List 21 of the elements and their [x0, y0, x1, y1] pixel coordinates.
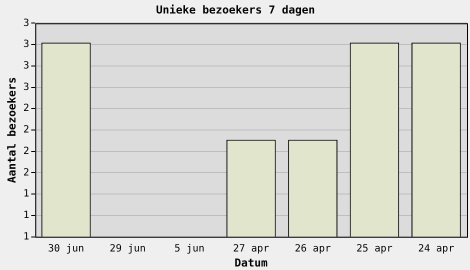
- y-tick-label: 2: [23, 103, 30, 114]
- x-tick-label: 26 apr: [294, 243, 331, 254]
- x-tick-label: 30 jun: [48, 243, 84, 254]
- x-tick-label: 25 apr: [356, 243, 393, 254]
- x-tick-label: 5 jun: [174, 243, 204, 254]
- y-tick-label: 1: [23, 231, 30, 242]
- x-tick-label: 27 apr: [233, 243, 270, 254]
- x-axis-title: Datum: [234, 256, 268, 270]
- y-tick-label: 3: [23, 18, 30, 29]
- y-tick-label: 2: [23, 124, 30, 136]
- y-tick-label: 1: [23, 210, 30, 222]
- y-tick-label: 3: [23, 60, 30, 72]
- y-tick-label: 1: [23, 188, 30, 200]
- chart-title: Unieke bezoekers 7 dagen: [156, 3, 315, 16]
- y-tick-label: 2: [23, 167, 30, 178]
- y-tick-label: 3: [23, 39, 30, 50]
- y-tick-label: 3: [23, 82, 30, 93]
- y-tick-label: 2: [23, 146, 30, 157]
- y-axis-title: Aantal bezoekers: [5, 77, 18, 183]
- x-tick-label: 29 jun: [110, 243, 146, 254]
- x-tick-label: 24 apr: [418, 243, 454, 254]
